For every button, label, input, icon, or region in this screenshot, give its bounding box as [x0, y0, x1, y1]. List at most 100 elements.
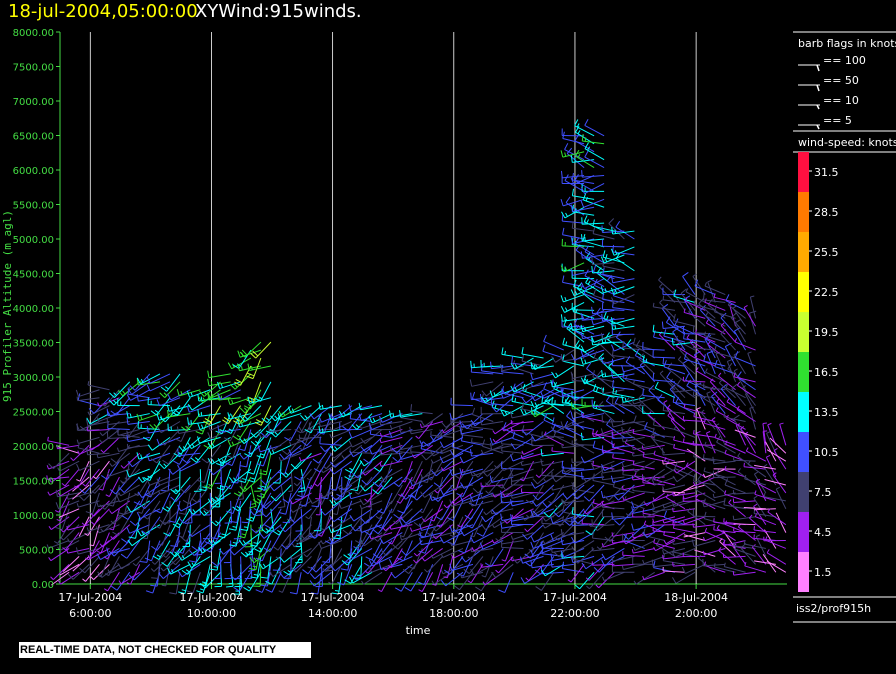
- wind-barb: [399, 410, 423, 418]
- wind-barb: [510, 410, 534, 419]
- wind-barb: [570, 371, 595, 380]
- wind-barb: [631, 397, 655, 405]
- wind-barb: [512, 360, 534, 375]
- wind-barb: [321, 508, 332, 531]
- wind-barb: [162, 445, 181, 465]
- wind-barb: [420, 468, 443, 479]
- wind-barb: [70, 444, 90, 461]
- wind-barb: [713, 562, 736, 573]
- wind-barb: [642, 571, 665, 581]
- wind-barb: [479, 540, 504, 550]
- wind-barb: [745, 447, 767, 462]
- wind-barb: [50, 563, 70, 580]
- wind-barb: [491, 500, 514, 516]
- wind-barb: [136, 394, 161, 402]
- wind-barb: [682, 376, 706, 383]
- wind-barb: [736, 381, 756, 399]
- wind-barb: [153, 508, 171, 529]
- wind-barb: [707, 279, 716, 303]
- wind-barb: [349, 508, 373, 522]
- wind-barb: [176, 532, 191, 554]
- wind-barb: [108, 540, 131, 557]
- wind-barb: [535, 571, 555, 591]
- wind-barb: [753, 526, 776, 534]
- wind-barb: [693, 474, 716, 486]
- x-tick-date: 17-Jul-2004: [180, 591, 244, 604]
- wind-barb: [581, 555, 605, 570]
- wind-barb: [491, 397, 514, 413]
- wind-barb: [725, 383, 746, 399]
- wind-barb: [662, 460, 686, 465]
- wind-barb: [707, 475, 726, 494]
- wind-barb: [562, 484, 585, 500]
- wind-barb: [500, 405, 524, 417]
- wind-barb: [665, 493, 686, 510]
- wind-barb: [227, 397, 252, 406]
- wind-barb: [485, 468, 504, 486]
- wind-barb: [484, 548, 504, 568]
- wind-barb: [313, 508, 322, 532]
- wind-barb: [675, 335, 696, 351]
- wind-barb: [181, 445, 201, 464]
- wind-barb: [137, 468, 161, 483]
- wind-barb: [118, 476, 141, 493]
- wind-barb: [561, 128, 585, 137]
- wind-barb: [722, 553, 746, 558]
- wind-barb: [126, 434, 150, 442]
- wind-barb: [511, 508, 534, 519]
- wind-barb: [168, 460, 191, 475]
- wind-barb: [610, 246, 635, 256]
- wind-barb: [365, 540, 383, 561]
- wind-barb: [775, 512, 787, 533]
- wind-barb: [580, 309, 605, 321]
- wind-barb: [82, 468, 100, 487]
- wind-barb: [199, 500, 221, 516]
- wind-barb: [460, 571, 484, 579]
- wind-barb: [571, 518, 595, 526]
- speed-legend-label: 19.5: [814, 326, 839, 339]
- wind-barb: [47, 484, 70, 496]
- wind-barb: [652, 516, 676, 523]
- wind-barb: [273, 461, 282, 484]
- wind-barb: [767, 508, 787, 526]
- wind-barb: [329, 421, 352, 432]
- wind-barb: [661, 303, 676, 327]
- wind-barb: [652, 507, 676, 513]
- wind-barb: [653, 435, 676, 446]
- wind-barb: [612, 443, 635, 454]
- wind-barb: [541, 431, 564, 438]
- wind-barb: [109, 452, 131, 467]
- wind-barb: [692, 273, 706, 295]
- wind-barb: [543, 500, 565, 518]
- wind-barb: [471, 391, 494, 407]
- y-axis: 0.00 500.00 1000.00 1500.00 2000.00 2500.00 30…: [13, 28, 60, 591]
- wind-barb: [397, 540, 413, 562]
- wind-barb: [284, 421, 302, 442]
- wind-barb: [509, 468, 534, 477]
- wind-barb: [490, 508, 514, 515]
- wind-barb: [753, 508, 776, 511]
- wind-barb: [126, 564, 141, 585]
- wind-barb: [736, 405, 756, 422]
- wind-barb: [632, 380, 655, 391]
- wind-barb: [482, 460, 504, 477]
- wind-barb: [584, 245, 605, 264]
- wind-barb: [430, 476, 444, 499]
- wind-barb: [695, 486, 716, 502]
- wind-barb: [46, 475, 70, 480]
- wind-barb: [769, 437, 787, 454]
- wind-barb: [97, 563, 120, 578]
- wind-barb: [254, 532, 272, 553]
- wind-barb: [282, 500, 292, 524]
- wind-barb: [187, 555, 211, 569]
- wind-barb: [329, 468, 343, 491]
- wind-barb: [753, 495, 767, 517]
- wind-barb: [350, 468, 373, 480]
- wind-barb: [662, 295, 686, 303]
- wind-barb: [567, 564, 585, 583]
- wind-barb: [419, 436, 443, 448]
- wind-barb: [260, 500, 282, 518]
- wind-barb: [592, 219, 615, 232]
- wind-barb: [379, 417, 403, 426]
